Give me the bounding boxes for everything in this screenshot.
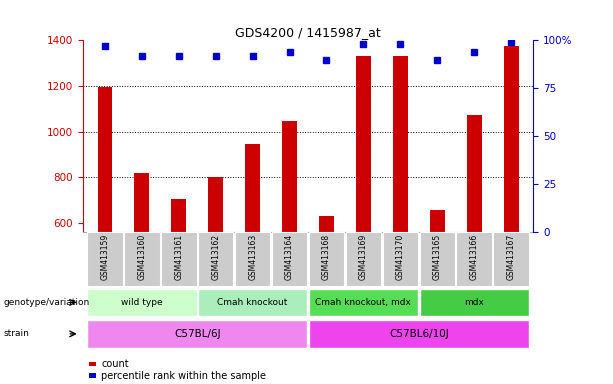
Bar	[87, 320, 307, 348]
Bar	[235, 232, 270, 286]
Text: wild type: wild type	[121, 298, 162, 307]
Text: GSM413159: GSM413159	[101, 234, 109, 280]
Bar	[346, 232, 381, 286]
Bar	[89, 362, 96, 366]
Text: GSM413161: GSM413161	[174, 234, 183, 280]
Bar	[309, 289, 418, 316]
Bar	[89, 373, 96, 378]
Text: strain: strain	[3, 329, 29, 338]
Bar	[172, 199, 186, 232]
Bar	[419, 232, 455, 286]
Bar	[161, 232, 197, 286]
Bar	[208, 177, 223, 232]
Text: Cmah knockout: Cmah knockout	[218, 298, 288, 307]
Text: Cmah knockout, mdx: Cmah knockout, mdx	[316, 298, 411, 307]
Bar	[319, 216, 334, 232]
Bar	[457, 232, 492, 286]
Text: C57BL6/10J: C57BL6/10J	[389, 329, 449, 339]
Bar	[430, 210, 444, 232]
Bar	[87, 232, 123, 286]
Text: GSM413163: GSM413163	[248, 234, 257, 280]
Bar	[87, 289, 197, 316]
Bar	[467, 115, 482, 232]
Text: GSM413169: GSM413169	[359, 234, 368, 280]
Bar	[282, 121, 297, 232]
Text: GSM413165: GSM413165	[433, 234, 442, 280]
Bar	[383, 232, 418, 286]
Bar	[198, 232, 234, 286]
Bar	[198, 289, 307, 316]
Text: GSM413168: GSM413168	[322, 234, 331, 280]
Bar	[134, 173, 149, 232]
Text: percentile rank within the sample: percentile rank within the sample	[101, 371, 266, 381]
Bar	[309, 320, 529, 348]
Bar	[419, 289, 529, 316]
Bar	[356, 56, 371, 232]
Bar	[97, 87, 112, 232]
Bar	[245, 144, 260, 232]
Bar	[393, 56, 408, 232]
Bar	[493, 232, 529, 286]
Bar	[309, 232, 345, 286]
Text: GSM413162: GSM413162	[211, 234, 220, 280]
Text: GSM413164: GSM413164	[285, 234, 294, 280]
Bar	[272, 232, 307, 286]
Title: GDS4200 / 1415987_at: GDS4200 / 1415987_at	[235, 26, 381, 39]
Text: GSM413166: GSM413166	[470, 234, 479, 280]
Bar	[504, 46, 519, 232]
Text: mdx: mdx	[464, 298, 484, 307]
Text: C57BL/6J: C57BL/6J	[174, 329, 221, 339]
Text: count: count	[101, 359, 129, 369]
Bar	[124, 232, 159, 286]
Text: GSM413170: GSM413170	[396, 234, 405, 280]
Text: GSM413167: GSM413167	[507, 234, 516, 280]
Text: GSM413160: GSM413160	[137, 234, 147, 280]
Text: genotype/variation: genotype/variation	[3, 298, 89, 307]
